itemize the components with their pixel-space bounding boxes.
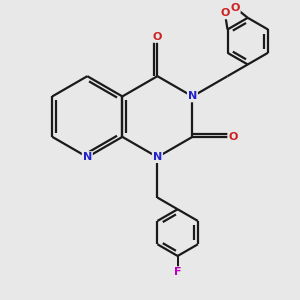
Text: O: O	[220, 8, 230, 18]
Text: N: N	[188, 92, 197, 101]
Text: N: N	[83, 152, 92, 162]
Text: F: F	[174, 267, 182, 277]
Text: O: O	[153, 32, 162, 42]
Text: O: O	[228, 132, 238, 142]
Text: N: N	[153, 152, 162, 162]
Text: O: O	[230, 3, 240, 13]
